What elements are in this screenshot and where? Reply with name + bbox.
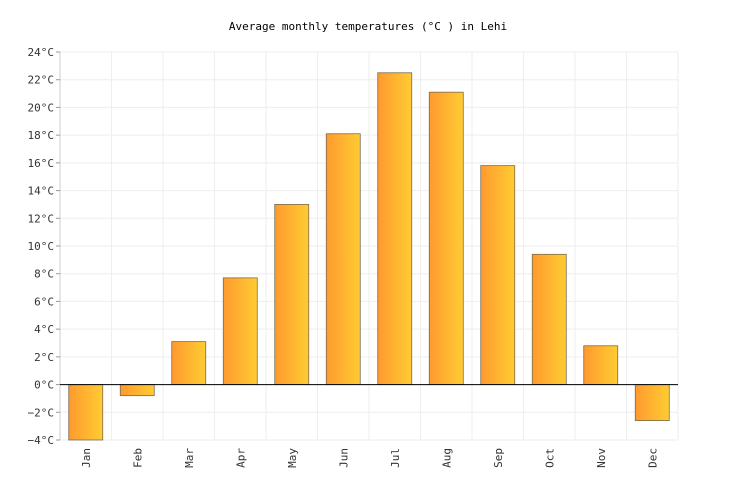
y-tick-label: 24°C [28, 46, 55, 59]
x-tick-label: Feb [131, 448, 144, 468]
y-tick-label: 14°C [28, 185, 55, 198]
x-tick-label: Aug [440, 448, 453, 468]
x-tick-label: Jan [80, 448, 93, 468]
x-tick-label: May [286, 448, 299, 468]
y-tick-label: 6°C [34, 295, 54, 308]
y-tick-label: 12°C [28, 212, 55, 225]
x-tick-label: Jun [337, 448, 350, 468]
y-tick-label: 2°C [34, 351, 54, 364]
bar-jul [377, 72, 413, 385]
x-tick-label: Apr [234, 448, 247, 468]
y-tick-label: 8°C [34, 268, 54, 281]
y-tick-label: −4°C [28, 434, 55, 447]
y-tick-label: −2°C [28, 406, 55, 419]
bar-jun [325, 133, 361, 385]
y-tick-label: 22°C [28, 74, 55, 87]
bar-nov [583, 345, 619, 385]
bar-apr [222, 277, 258, 385]
chart-title: Average monthly temperatures (°C ) in Le… [229, 20, 507, 33]
x-tick-label: Dec [646, 448, 659, 468]
x-tick-label: Jul [389, 448, 402, 468]
y-tick-label: 4°C [34, 323, 54, 336]
bar-oct [531, 253, 567, 385]
x-tick-label: Oct [543, 448, 556, 468]
y-tick-label: 0°C [34, 379, 54, 392]
bar-dec [634, 384, 670, 422]
x-tick-label: Nov [595, 448, 608, 468]
bar-aug [428, 91, 464, 385]
y-axis-ticks: −4°C −2°C 0°C 2°C 4°C 6°C 8°C 10°C 12°C 14°C 16°C 1… [28, 46, 60, 447]
y-tick-label: 18°C [28, 129, 55, 142]
y-tick-label: 16°C [28, 157, 55, 170]
bar-jan [68, 384, 104, 441]
x-tick-label: Sep [492, 448, 505, 468]
bar-sep [480, 165, 516, 385]
bars [68, 72, 670, 441]
bar-feb [119, 384, 155, 397]
x-tick-label: Mar [183, 448, 196, 468]
y-tick-label: 20°C [28, 101, 55, 114]
bar-mar [171, 341, 207, 385]
x-axis-ticks: Jan Feb Mar Apr May Jun Jul Aug Sep Oct Nov Dec [80, 448, 660, 468]
y-tick-label: 10°C [28, 240, 55, 253]
bar-may [274, 204, 310, 385]
grid-lines [59, 51, 679, 441]
